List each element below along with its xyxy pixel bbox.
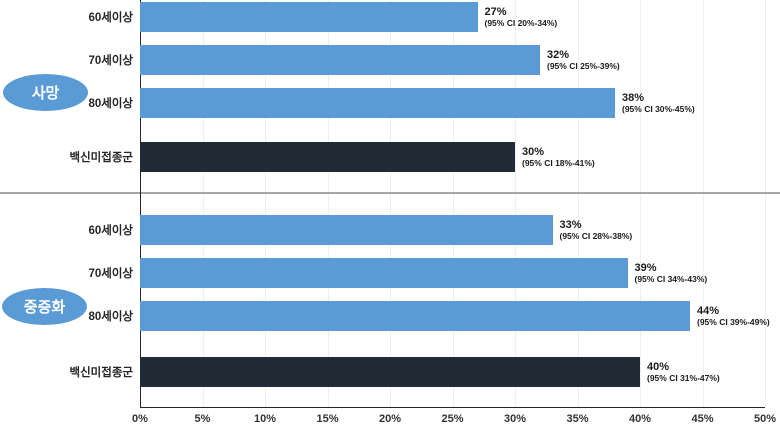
bar-ci-label: (95% CI 39%-49%) <box>697 316 770 327</box>
gridline <box>702 0 704 407</box>
x-tick-label: 50% <box>753 413 777 425</box>
gridline <box>390 0 391 407</box>
group-divider-line <box>0 192 780 194</box>
x-tick-label: 45% <box>691 413 714 425</box>
gridline <box>640 0 641 407</box>
category-label: 80세이상 <box>88 98 133 110</box>
bar-ci-label: (95% CI 18%-41%) <box>522 157 595 168</box>
bar-ci-label: (95% CI 20%-34%) <box>484 17 558 28</box>
category-label: 백신미접종군 <box>69 367 133 379</box>
bar-ci-label: (95% CI 31%-47%) <box>647 372 720 383</box>
bar-value-label: 27% <box>484 5 507 18</box>
bar <box>140 88 615 118</box>
x-tick-label: 15% <box>316 413 339 425</box>
bar <box>140 142 515 172</box>
bar-ci-label: (95% CI 25%-39%) <box>547 60 620 71</box>
bar-value-block: 40% (95% CI 31%-47%) <box>647 357 720 387</box>
x-tick-label: 35% <box>566 413 589 425</box>
gridline <box>327 0 329 407</box>
bar-ci-label: (95% CI 30%-45%) <box>622 103 695 114</box>
x-tick-label: 10% <box>253 413 277 425</box>
bar <box>140 45 540 75</box>
category-label: 70세이상 <box>88 268 133 280</box>
x-tick-label: 5% <box>194 413 211 425</box>
bar-ci-label: (95% CI 28%-38%) <box>559 230 633 241</box>
y-axis-line <box>140 0 141 408</box>
bar-value-block: 27% (95% CI 20%-34%) <box>485 2 558 32</box>
x-tick-label: 30% <box>503 413 527 425</box>
gridline <box>265 0 266 407</box>
bar-value-label: 32% <box>547 48 570 61</box>
bar-value-label: 39% <box>634 261 657 274</box>
bar-value-block: 33% (95% CI 28%-38%) <box>560 215 633 245</box>
x-tick-label: 40% <box>628 413 652 425</box>
bar-value-block: 39% (95% CI 34%-43%) <box>635 258 708 288</box>
gridline <box>577 0 579 407</box>
gridline <box>452 0 454 407</box>
category-label: 백신미접종군 <box>69 152 133 164</box>
bar-ci-label: (95% CI 34%-43%) <box>634 273 708 284</box>
x-axis-line <box>140 407 765 408</box>
group-badge: 중증화 <box>2 288 87 325</box>
bar-value-block: 44% (95% CI 39%-49%) <box>697 301 770 331</box>
x-tick-label: 0% <box>132 413 148 425</box>
bar-value-block: 38% (95% CI 30%-45%) <box>622 88 695 118</box>
bar <box>140 2 478 32</box>
bar <box>140 357 640 387</box>
bar-value-label: 40% <box>647 360 670 373</box>
bar-value-label: 30% <box>522 145 545 158</box>
bar <box>140 215 553 245</box>
category-label: 60세이상 <box>88 12 133 24</box>
bar-value-label: 33% <box>559 218 582 231</box>
bar-value-block: 32% (95% CI 25%-39%) <box>547 45 620 75</box>
bar-value-block: 30% (95% CI 18%-41%) <box>522 142 595 172</box>
gridline <box>515 0 516 407</box>
category-label: 60세이상 <box>88 225 133 237</box>
bar <box>140 301 690 331</box>
gridline <box>765 0 766 407</box>
category-label: 80세이상 <box>88 311 133 323</box>
x-tick-label: 20% <box>378 413 402 425</box>
bar <box>140 258 628 288</box>
group-badge: 사망 <box>3 74 88 111</box>
bar-value-label: 38% <box>622 91 645 104</box>
bar-value-label: 44% <box>697 304 720 317</box>
x-tick-label: 25% <box>441 413 464 425</box>
gridline <box>202 0 204 407</box>
category-label: 70세이상 <box>88 55 133 67</box>
